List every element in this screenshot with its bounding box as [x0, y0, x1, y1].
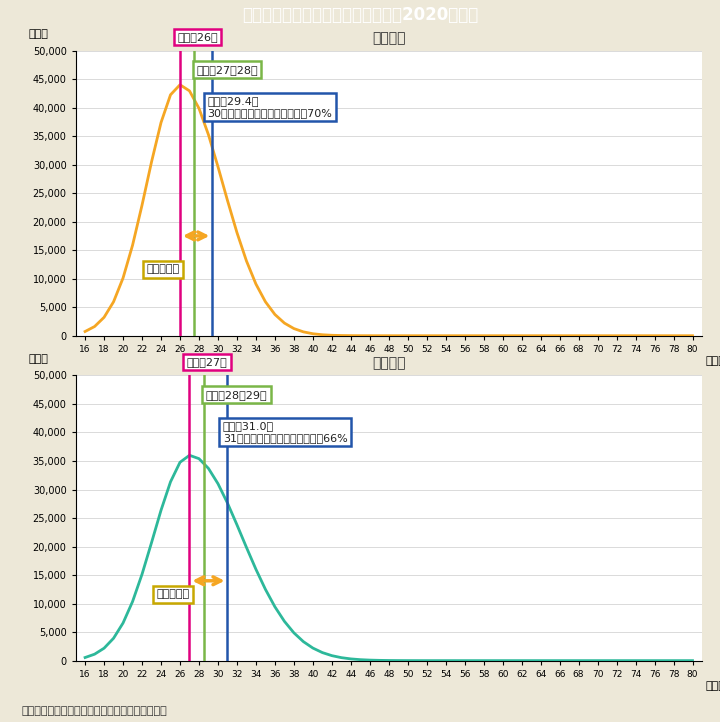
- Text: 最頻値27歳: 最頻値27歳: [186, 357, 228, 367]
- Text: （歳）: （歳）: [705, 356, 720, 366]
- Text: 平均値31.0歳
31歳時点での男性の初婚累計：66%: 平均値31.0歳 31歳時点での男性の初婚累計：66%: [222, 421, 348, 443]
- Text: （図２）年齢別初婚件数（令和２（2020）年）: （図２）年齢別初婚件数（令和２（2020）年）: [242, 6, 478, 24]
- Text: （備考）厚生労働省「人口動態統計」より作成。: （備考）厚生労働省「人口動態統計」より作成。: [22, 706, 167, 716]
- Text: 最頻値26歳: 最頻値26歳: [177, 32, 217, 42]
- Text: （歳）: （歳）: [705, 681, 720, 691]
- Title: ＜女性＞: ＜女性＞: [372, 31, 405, 45]
- Text: 中央値27～28歳: 中央値27～28歳: [196, 65, 258, 75]
- Text: （件）: （件）: [29, 354, 48, 364]
- Text: （件）: （件）: [29, 29, 48, 39]
- Text: 約４歳の差: 約４歳の差: [156, 589, 189, 599]
- Text: 約３歳の差: 約３歳の差: [147, 264, 180, 274]
- Text: 平均値29.4歳
30歳時点での女性の初婚累計：70%: 平均値29.4歳 30歳時点での女性の初婚累計：70%: [207, 96, 333, 118]
- Title: ＜男性＞: ＜男性＞: [372, 356, 405, 370]
- Text: 中央値28～29歳: 中央値28～29歳: [206, 390, 267, 400]
